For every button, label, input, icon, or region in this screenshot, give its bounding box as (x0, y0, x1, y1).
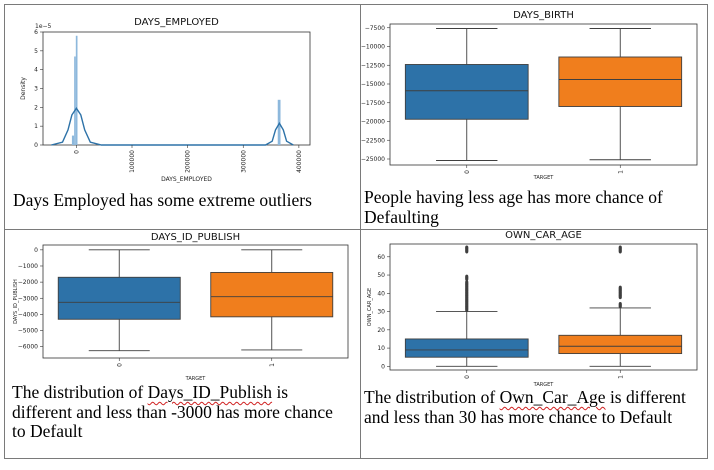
x-tick-label: 0 (73, 150, 80, 154)
caption-days-employed: Days Employed has some extreme outliers (13, 190, 312, 210)
y-tick-label: −5000 (18, 328, 38, 335)
kde-line (51, 107, 294, 146)
chart-title: DAYS_EMPLOYED (134, 17, 219, 28)
y-tick-label: −22500 (361, 137, 385, 144)
y-axis-label: Density (20, 77, 27, 100)
y-tick-label: −15000 (361, 81, 385, 88)
box-1 (210, 271, 334, 318)
box-0 (57, 276, 181, 320)
x-tick-label: 0 (116, 363, 123, 367)
days-birth-boxplot: DAYS_BIRTH 0 1 −25000 −22500 −20000 −17500 −150… (361, 10, 698, 181)
x-axis-label: TARGET (533, 382, 555, 388)
x-tick-label: 1 (269, 363, 276, 367)
histogram-bar (75, 35, 78, 146)
y-tick-label: −20000 (361, 119, 385, 126)
caption-text-start: The distribution of (12, 382, 148, 402)
caption-text-start: The distribution of (364, 387, 500, 407)
y-tick-label: −25000 (361, 156, 385, 163)
x-tick-label: 1 (617, 170, 624, 174)
y-tick-label: 60 (377, 254, 385, 261)
caption-misspelled-term: Own_Car_Age (499, 387, 606, 407)
y-tick-label: 4 (34, 67, 38, 74)
histogram-bar (71, 135, 75, 145)
outlier-point (618, 302, 622, 307)
box-0 (404, 64, 529, 120)
y-tick-label: 20 (377, 327, 385, 334)
table-horizontal-divider (5, 229, 707, 230)
y-tick-label: −4000 (18, 311, 38, 318)
chart-title: DAYS_ID_PUBLISH (151, 232, 240, 243)
y-tick-label: −12500 (361, 62, 385, 69)
x-tick-label: 100000 (129, 150, 136, 173)
panel-own-car-age: OWN_CAR_AGE 0 1 0 10 20 30 40 50 60 TARGET OWN_CAR_… (360, 230, 708, 458)
axes-frame (42, 31, 311, 146)
y-tick-label: −6000 (18, 344, 38, 351)
y-tick-label: 50 (377, 272, 385, 279)
outlier-point (465, 274, 469, 280)
caption-misspelled-term: Days_ID_Publish (147, 382, 273, 402)
x-axis-label: TARGET (185, 376, 207, 382)
axes-frame (389, 243, 698, 371)
x-tick-label: 200000 (185, 150, 192, 173)
y-tick-label: 40 (377, 290, 385, 297)
y-tick-label: 0 (34, 142, 38, 149)
panel-days-employed: DAYS_EMPLOYED 0 1 2 3 4 5 6 1e−5 0 100000 200000 300… (5, 5, 359, 229)
y-tick-label: −1000 (18, 263, 38, 270)
y-tick-label: 0 (381, 363, 385, 370)
histogram-bar (74, 56, 76, 145)
panel-days-id-publish: DAYS_ID_PUBLISH 0 1 −6000 −5000 −4000 −3000 −20… (5, 230, 355, 458)
days-employed-histogram: DAYS_EMPLOYED 0 1 2 3 4 5 61e−5 0 100000 200000 300… (20, 17, 311, 183)
outlier-point (465, 245, 469, 250)
caption-text-end: is different and less than -3000 has mor… (12, 382, 333, 441)
caption-days-birth: People having less age has more chance o… (364, 187, 663, 227)
axes-frame (42, 244, 349, 359)
x-tick-label: 400000 (296, 150, 303, 173)
y-tick-label: 0 (34, 247, 38, 254)
x-tick-label: 300000 (240, 150, 247, 173)
y-tick-label: 30 (377, 309, 385, 316)
y-axis-label: OWN_CAR_AGE (367, 288, 373, 326)
chart-title: DAYS_BIRTH (513, 10, 574, 21)
y-tick-label: 1 (34, 123, 38, 130)
days-id-publish-boxplot: DAYS_ID_PUBLISH 0 1 −6000 −5000 −4000 −3000 −20… (13, 232, 349, 382)
x-axis-label: DAYS_EMPLOYED (161, 176, 212, 183)
outlier-point (465, 280, 469, 285)
table-vertical-divider (360, 5, 361, 458)
panel-days-birth: DAYS_BIRTH 0 1 −25000 −22500 −20000 −17500 −150… (360, 5, 708, 229)
y-axis-label: DAYS_ID_PUBLISH (13, 279, 19, 324)
chart-title: OWN_CAR_AGE (505, 230, 582, 241)
box-1 (558, 334, 683, 355)
box-1 (558, 56, 683, 107)
y-tick-label: −17500 (361, 100, 385, 107)
y-tick-label: 2 (34, 104, 38, 111)
x-axis-label: TARGET (533, 175, 555, 181)
y-tick-label: 10 (377, 345, 385, 352)
y-tick-label: −10000 (361, 44, 385, 51)
y-tick-label: 3 (34, 86, 38, 93)
y-axis-multiplier: 1e−5 (35, 23, 52, 30)
outlier-point (618, 245, 622, 250)
caption-days-id-publish: The distribution of Days_ID_Publish is d… (12, 382, 347, 442)
y-tick-label: −7500 (365, 25, 385, 32)
caption-own-car-age: The distribution of Own_Car_Age is diffe… (364, 387, 699, 427)
box-0 (404, 338, 529, 358)
x-tick-label: 0 (464, 170, 471, 174)
outlier-point (618, 285, 622, 291)
x-tick-label: 0 (464, 375, 471, 379)
y-tick-label: 6 (34, 29, 38, 36)
caption-text-end: is different and less than 30 has more c… (364, 387, 686, 427)
y-tick-label: −2000 (18, 279, 38, 286)
y-tick-label: −3000 (18, 295, 38, 302)
y-tick-label: 5 (34, 48, 38, 55)
x-tick-label: 1 (617, 375, 624, 379)
slide-table (4, 4, 708, 459)
axes-frame (389, 23, 698, 166)
